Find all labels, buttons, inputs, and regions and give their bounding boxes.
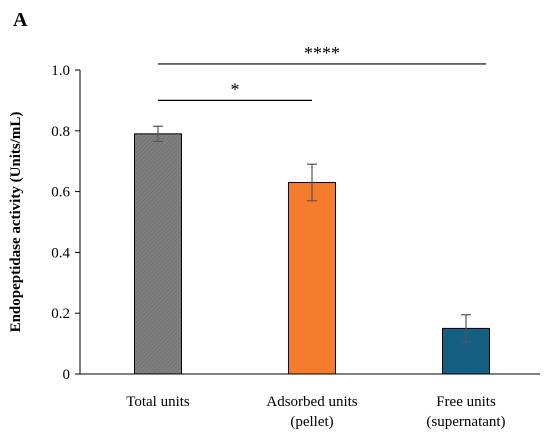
y-axis-label: Endopeptidase activity (Units/mL) xyxy=(8,112,24,333)
y-tick-label: 0.2 xyxy=(51,306,70,322)
x-category-label: (pellet) xyxy=(290,414,333,430)
x-category-label: Adsorbed units xyxy=(266,394,357,410)
y-tick-label: 0 xyxy=(63,367,71,383)
x-category-label: Total units xyxy=(126,394,190,410)
y-tick-label: 0.6 xyxy=(51,185,70,201)
bar-1 xyxy=(134,133,182,375)
y-tick-label: 0.4 xyxy=(51,245,70,261)
y-tick-label: 0.8 xyxy=(51,124,70,140)
bars-layer: Total units Adsorbed units (pellet) Free un… xyxy=(126,125,506,430)
panel-label: A xyxy=(13,9,28,31)
significance-layer: ***** xyxy=(158,43,486,102)
x-category-label: (supernatant) xyxy=(426,414,505,430)
x-category-label: Free units xyxy=(436,394,496,410)
bar-2 xyxy=(288,181,336,375)
y-tick-label: 1.0 xyxy=(51,63,70,79)
significance-label-1: * xyxy=(231,79,240,99)
significance-label-2: **** xyxy=(304,43,340,63)
